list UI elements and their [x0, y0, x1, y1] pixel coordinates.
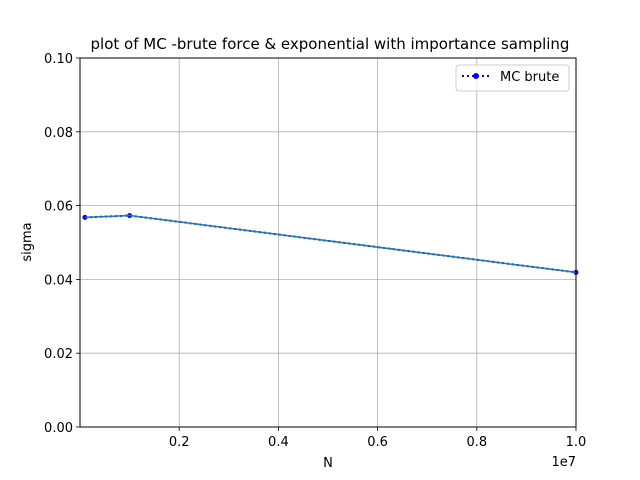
x-tick-label: 0.8 [466, 435, 487, 450]
y-axis-label: sigma [20, 222, 35, 261]
legend-marker-mc-brute [473, 73, 479, 79]
chart-title: plot of MC -brute force & exponential wi… [91, 35, 570, 53]
y-tick-label: 0.06 [44, 200, 73, 215]
x-axis-offset-label: 1e7 [551, 455, 576, 470]
y-tick-label: 0.04 [44, 273, 73, 288]
x-axis-ticks: 0.2 0.4 0.6 0.8 1.0 [169, 427, 586, 450]
y-tick-label: 0.02 [44, 347, 73, 362]
y-tick-label: 0.10 [44, 52, 73, 67]
x-tick-label: 0.6 [367, 435, 388, 450]
x-tick-label: 0.4 [268, 435, 289, 450]
y-tick-label: 0.00 [44, 421, 73, 436]
grid [80, 57, 577, 428]
plot-frame [79, 57, 577, 428]
y-axis-ticks: 0.00 0.02 0.04 0.06 0.08 0.10 [44, 52, 80, 436]
series-line-mc-brute [84, 214, 577, 274]
legend: MC brute [455, 64, 570, 92]
x-tick-label: 0.2 [169, 435, 190, 450]
x-axis-label: N [323, 456, 333, 471]
legend-box [455, 64, 570, 92]
series-line-1 [84, 214, 577, 274]
x-tick-label: 1.0 [566, 435, 587, 450]
y-tick-label: 0.08 [44, 126, 73, 141]
series-layer [82, 213, 579, 275]
legend-label-mc-brute: MC brute [500, 70, 559, 85]
